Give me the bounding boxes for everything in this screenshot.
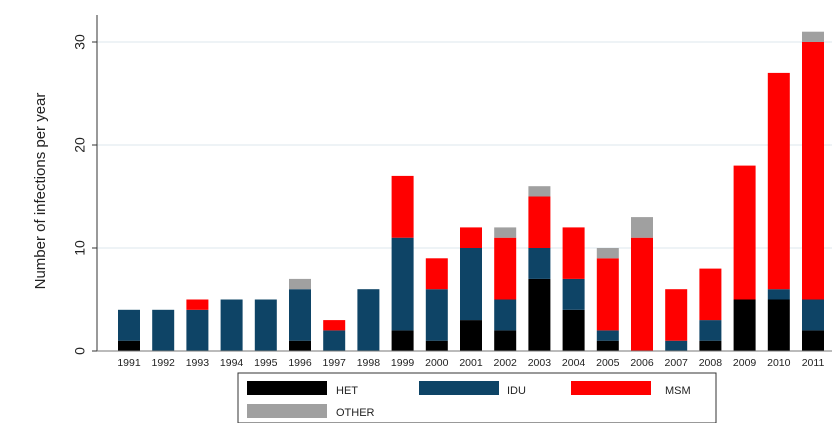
bar-idu-2007 (665, 340, 688, 351)
x-tick-label: 2000 (425, 357, 449, 369)
legend-swatch-het (247, 381, 327, 395)
bar-other-2003 (528, 186, 551, 197)
x-tick-label: 1995 (254, 357, 278, 369)
bar-idu-2002 (494, 299, 517, 331)
bar-other-2005 (596, 248, 619, 259)
bar-idu-1996 (289, 289, 311, 341)
bar-idu-1992 (152, 309, 175, 351)
bar-idu-2003 (528, 248, 551, 279)
x-tick-label: 2003 (528, 357, 552, 369)
x-tick-label: 2010 (767, 357, 791, 369)
bar-het-2001 (460, 320, 482, 351)
bar-other-2006 (631, 217, 653, 238)
bar-het-2002 (494, 330, 517, 351)
legend-swatch-other (247, 404, 327, 418)
bar-msm-2006 (631, 237, 653, 351)
y-tick-label: 10 (72, 240, 88, 256)
y-tick-label: 30 (72, 34, 88, 50)
x-tick-label: 2008 (699, 357, 723, 369)
x-tick-label: 2009 (733, 357, 757, 369)
bar-het-2003 (528, 278, 551, 351)
bar-msm-2007 (665, 289, 688, 341)
x-tick-label: 2011 (802, 357, 825, 369)
bar-het-2005 (596, 340, 619, 351)
bar-other-2002 (494, 227, 517, 238)
bar-het-1991 (118, 340, 140, 351)
bar-other-2011 (802, 31, 824, 42)
bar-idu-1997 (323, 330, 346, 351)
bar-msm-2011 (802, 42, 824, 300)
x-tick-label: 1991 (117, 357, 141, 369)
bar-idu-2001 (460, 248, 482, 321)
legend-label-other: OTHER (336, 407, 375, 419)
x-tick-label: 1994 (220, 357, 244, 369)
x-tick-label: 2002 (494, 357, 518, 369)
bar-idu-1994 (220, 299, 243, 351)
x-tick-label: 1999 (391, 357, 415, 369)
bar-idu-1991 (118, 309, 140, 341)
bar-msm-1993 (186, 299, 209, 310)
bar-idu-2005 (596, 330, 619, 341)
legend-label-msm: MSM (665, 385, 691, 397)
x-tick-label: 2007 (665, 357, 689, 369)
bar-idu-1995 (254, 299, 277, 351)
bar-msm-1997 (323, 320, 346, 331)
legend-label-het: HET (336, 385, 358, 397)
y-axis-title: Number of infections per year (32, 93, 49, 290)
bar-msm-2009 (733, 165, 756, 300)
bar-het-1999 (391, 330, 414, 351)
legend-swatch-idu (419, 381, 499, 395)
x-tick-label: 2004 (562, 357, 586, 369)
bar-het-2004 (562, 309, 585, 351)
bar-other-1996 (289, 278, 311, 290)
bar-msm-2010 (767, 72, 790, 290)
bar-msm-2008 (699, 268, 722, 321)
x-tick-label: 2005 (596, 357, 620, 369)
x-tick-label: 1992 (152, 357, 176, 369)
bar-msm-2003 (528, 196, 551, 248)
x-tick-label: 1997 (323, 357, 347, 369)
bar-het-2009 (733, 299, 756, 351)
y-tick-label: 0 (72, 347, 88, 355)
bar-msm-2001 (460, 227, 482, 248)
bar-msm-1999 (391, 175, 414, 238)
bar-msm-2004 (562, 227, 585, 279)
bar-msm-2002 (494, 237, 517, 300)
bar-idu-1999 (391, 237, 414, 331)
x-tick-label: 2001 (459, 357, 483, 369)
legend-label-idu: IDU (507, 385, 526, 397)
bar-idu-2010 (767, 289, 790, 300)
legend-swatch-msm (571, 381, 651, 395)
bar-idu-2008 (699, 320, 722, 341)
bar-idu-1998 (357, 289, 380, 351)
bar-idu-2011 (802, 299, 824, 331)
bar-het-2011 (802, 330, 824, 351)
bar-idu-2000 (425, 289, 448, 341)
bar-het-2000 (425, 340, 448, 351)
x-tick-label: 1998 (357, 357, 381, 369)
y-tick-label: 20 (72, 137, 88, 153)
bar-het-2008 (699, 340, 722, 351)
bar-msm-2000 (425, 258, 448, 290)
bar-idu-1993 (186, 309, 209, 351)
x-tick-label: 1993 (186, 357, 210, 369)
x-tick-label: 1996 (288, 357, 312, 369)
bar-het-1996 (289, 340, 311, 351)
bar-idu-2004 (562, 278, 585, 310)
bar-het-2010 (767, 299, 790, 351)
bar-msm-2005 (596, 258, 619, 331)
x-tick-label: 2006 (630, 357, 654, 369)
